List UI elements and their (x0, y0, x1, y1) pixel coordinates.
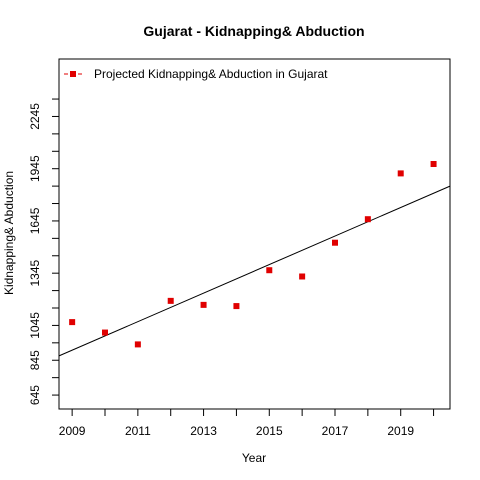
data-point (200, 301, 207, 308)
x-axis-label: Year (242, 451, 266, 465)
data-points (69, 161, 437, 348)
y-axis: 645 845 1045 1345 1645 1945 2245 (28, 98, 59, 405)
data-point (332, 239, 338, 246)
y-axis-label: Kidnapping& Abduction (2, 171, 16, 295)
y-tick-label: 645 (28, 385, 42, 405)
data-point (102, 329, 108, 336)
x-tick-label: 2015 (256, 424, 283, 438)
legend-label: Projected Kidnapping& Abduction in Gujar… (94, 67, 328, 81)
data-point (299, 273, 306, 280)
legend-marker (70, 71, 76, 77)
legend: Projected Kidnapping& Abduction in Gujar… (64, 67, 328, 81)
y-tick-label: 1045 (28, 312, 42, 339)
x-tick-label: 2019 (387, 424, 414, 438)
y-tick-label: 1945 (28, 155, 42, 182)
data-point (364, 216, 371, 223)
x-axis: 2009 2011 2013 2015 2017 2019 (59, 409, 435, 438)
plot-frame (58, 58, 451, 410)
data-point (167, 297, 174, 304)
data-point (430, 161, 437, 167)
trend-line (58, 185, 451, 357)
y-tick-label: 1345 (28, 260, 42, 287)
data-point (233, 303, 240, 310)
x-tick-label: 2011 (125, 424, 151, 438)
data-point (266, 267, 273, 274)
data-point (69, 319, 76, 326)
x-tick-label: 2017 (322, 424, 349, 438)
x-tick-label: 2013 (190, 424, 217, 438)
data-point (134, 341, 141, 348)
y-tick-label: 845 (28, 350, 42, 370)
data-point (397, 170, 404, 177)
x-tick-label: 2009 (59, 424, 86, 438)
y-tick-label: 2245 (28, 103, 42, 130)
trend-line-group (58, 185, 451, 357)
chart-title: Gujarat - Kidnapping& Abduction (143, 23, 364, 39)
y-tick-label: 1645 (28, 207, 42, 234)
